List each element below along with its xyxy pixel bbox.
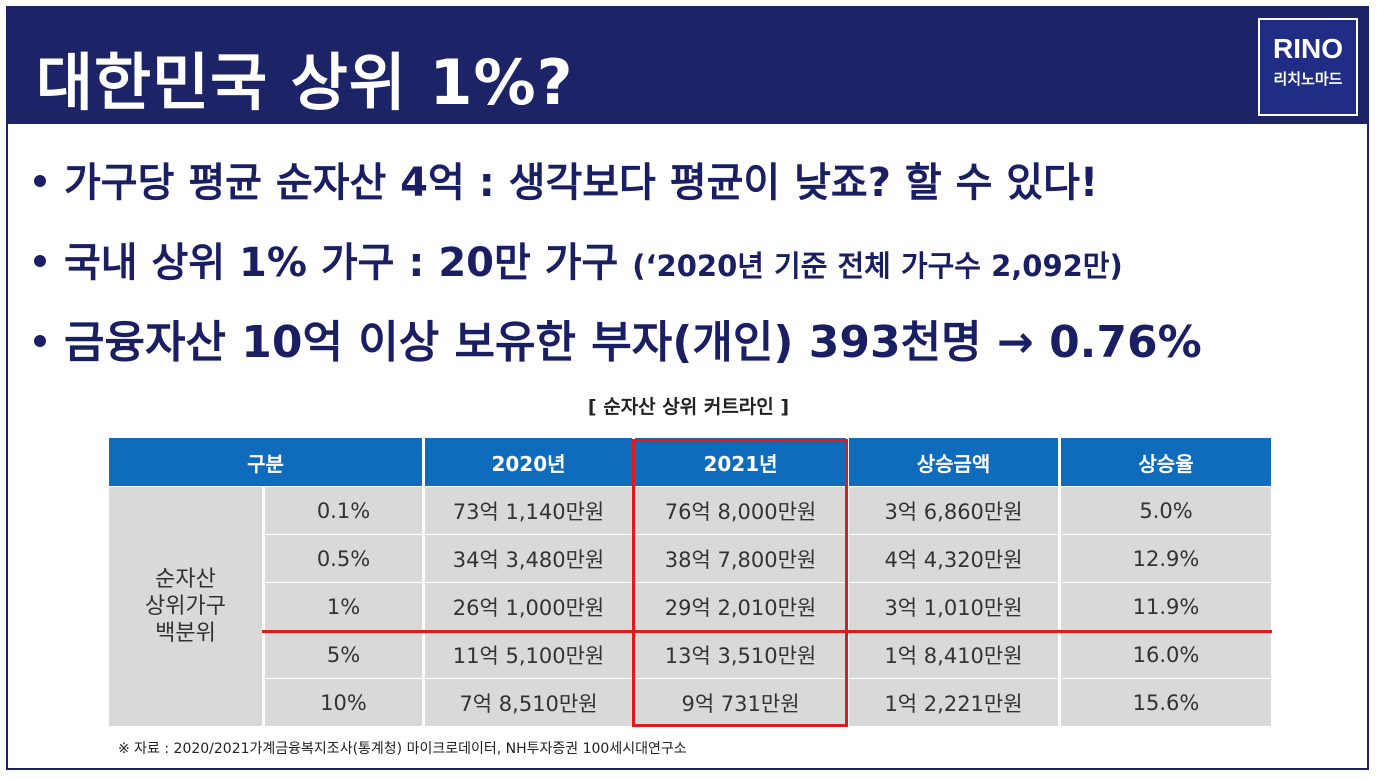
highlight-2021-box (632, 439, 848, 727)
cell-2020: 26억 1,000만원 (422, 582, 635, 631)
bullet-text: 국내 상위 1% 가구 : 20만 가구 (64, 240, 633, 286)
cell-rate: 15.6% (1058, 678, 1274, 727)
col-header-2021: 2021년 (632, 438, 849, 487)
table-row: 1% 26억 1,000만원 29억 2,010만원 3억 1,010만원 11… (108, 582, 1274, 631)
cell-rise: 1억 2,221만원 (846, 678, 1061, 727)
bullet-text: 가구당 평균 순자산 4억 : 생각보다 평균이 낮죠? 할 수 있다! (64, 160, 1099, 206)
cell-rate: 16.0% (1058, 630, 1274, 679)
slide-frame (6, 6, 1369, 770)
bullet-rich-individuals: 금융자산 10억 이상 보유한 부자(개인) 393천명 → 0.76% (34, 306, 1202, 370)
cell-rate: 5.0% (1058, 486, 1274, 535)
logo-brand: RINO (1273, 33, 1343, 64)
table-caption: [ 순자산 상위 커트라인 ] (587, 396, 790, 418)
group-label-line: 순자산 (155, 567, 216, 592)
cell-2021: 29억 2,010만원 (632, 582, 849, 631)
bullet-top-households: 국내 상위 1% 가구 : 20만 가구 (‘2020년 기준 전체 가구수 2… (34, 230, 1123, 288)
cell-2021: 13억 3,510만원 (632, 630, 849, 679)
table-row: 10% 7억 8,510만원 9억 731만원 1억 2,221만원 15.6% (108, 678, 1274, 727)
cell-2020: 7억 8,510만원 (422, 678, 635, 727)
cell-pct: 0.5% (262, 534, 425, 583)
col-header-rise: 상승금액 (846, 438, 1061, 487)
cell-2020: 73억 1,140만원 (422, 486, 635, 535)
col-header-category: 구분 (106, 438, 425, 487)
table-row: 0.5% 34억 3,480만원 38억 7,800만원 4억 4,320만원 … (108, 534, 1274, 583)
slide-header: 대한민국 상위 1%? (8, 8, 1367, 124)
group-label-line: 백분위 (155, 621, 216, 646)
highlight-top1-line (262, 630, 1272, 633)
table-row: 5% 11억 5,100만원 13억 3,510만원 1억 8,410만원 16… (108, 630, 1274, 679)
logo-subtitle: 리치노마드 (1273, 70, 1343, 88)
bullet-text: 금융자산 10억 이상 보유한 부자(개인) 393천명 → 0.76% (64, 317, 1202, 368)
cell-rise: 4억 4,320만원 (846, 534, 1061, 583)
bullet-note: (‘2020년 기준 전체 가구수 2,092만) (632, 249, 1123, 283)
cell-pct: 0.1% (262, 486, 425, 535)
cell-rise: 1억 8,410만원 (846, 630, 1061, 679)
table-header-row: 구분 2020년 2021년 상승금액 상승율 (106, 438, 1274, 487)
cell-pct: 5% (262, 630, 425, 679)
net-assets-table: 구분 2020년 2021년 상승금액 상승율 순자산 상위가구 백분위 0.1… (106, 438, 1274, 727)
table-row: 순자산 상위가구 백분위 0.1% 73억 1,140만원 76억 8,000만… (106, 486, 1274, 727)
cell-2020: 11억 5,100만원 (422, 630, 635, 679)
slide-title: 대한민국 상위 1%? (36, 46, 574, 119)
bullet-average-assets: 가구당 평균 순자산 4억 : 생각보다 평균이 낮죠? 할 수 있다! (34, 150, 1098, 208)
source-note: ※ 자료 : 2020/2021가계금융복지조사(통계청) 마이크로데이터, N… (118, 741, 687, 757)
cell-pct: 10% (262, 678, 425, 727)
cell-2021: 9억 731만원 (632, 678, 849, 727)
cell-rate: 12.9% (1058, 534, 1274, 583)
group-label-line: 상위가구 (145, 594, 226, 619)
bullet-dot-icon (34, 335, 46, 347)
cell-rate: 11.9% (1058, 582, 1274, 631)
rino-logo: RINO 리치노마드 (1258, 18, 1358, 116)
cell-rise: 3억 6,860만원 (846, 486, 1061, 535)
col-header-rate: 상승율 (1058, 438, 1274, 487)
bullet-dot-icon (34, 175, 46, 187)
col-header-2020: 2020년 (422, 438, 635, 487)
cell-2021: 76억 8,000만원 (632, 486, 849, 535)
bullet-dot-icon (34, 255, 46, 267)
cell-rise: 3억 1,010만원 (846, 582, 1061, 631)
cell-2020: 34억 3,480만원 (422, 534, 635, 583)
cell-pct: 1% (262, 582, 425, 631)
group-label: 순자산 상위가구 백분위 (106, 486, 265, 727)
